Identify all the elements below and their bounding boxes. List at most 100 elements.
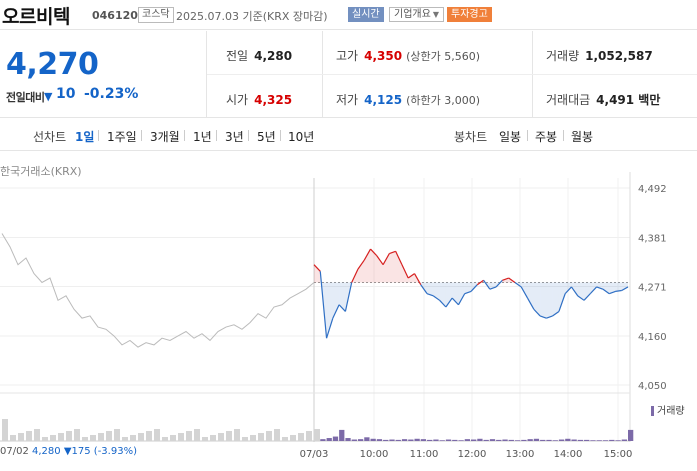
volume-value: 1,052,587 [585,49,653,63]
volume-bar [558,439,565,441]
area-fill [552,282,559,316]
intraday-chart: 한국거래소(KRX) 4,492 4,381 4,271 4,160 4,050 07/… [0,152,697,471]
volume-bar [546,439,552,441]
price-line-segment [558,293,566,312]
volume-bar [514,440,521,441]
tab-10year[interactable]: 10년 [288,130,315,144]
price-line-segment [357,259,365,270]
prev-volume-bar [194,429,200,441]
price-line-segment [589,286,598,295]
price-line-segment [319,271,328,339]
price-line-segment [583,293,591,301]
price-line-segment [332,304,340,319]
tab-1year[interactable]: 1년 [193,130,212,144]
volume-bar [452,439,458,441]
volume-bar [609,439,615,441]
tab-3year[interactable]: 3년 [225,130,244,144]
prev-volume-bar [18,433,24,441]
area-fill [577,282,585,301]
price-line-segment [596,286,604,290]
low-value: 4,125 [364,93,403,107]
prev-volume-bar [242,437,248,441]
line-chart-title: 선차트 [33,130,67,144]
corp-info-dropdown[interactable]: 기업개요 ▼ [389,7,444,22]
volume-bar [521,439,527,441]
tab-weekly-candle[interactable]: 주봉 [535,130,558,144]
down-arrow-icon: ▼ [44,90,53,103]
prev-volume-bar [226,431,232,441]
area-fill [615,282,622,292]
area-fill [590,282,597,294]
price-summary: 4,270 전일대비 ▼ 10 -0.23% 전일 4,280 고가 4,350 (상… [0,31,697,118]
volume-bar [326,438,332,441]
price-line-segment [389,250,396,255]
area-fill [326,282,333,339]
tab-1day[interactable]: 1일 [75,130,95,144]
market-badge: 코스닥 [138,7,174,23]
tab-daily-candle[interactable]: 일봉 [499,130,522,144]
price-line-segment [476,279,484,286]
price-line-segment [483,279,491,290]
prev-volume-bar [186,431,192,441]
prev-volume-bar [178,433,184,441]
price-line-segment [407,273,415,279]
price-line-segment [420,284,428,294]
volume-bar [439,440,445,441]
x-tick-label: 12:00 [458,449,487,460]
prev-volume-bar [266,431,272,441]
volume-bar [565,438,571,441]
prev-volume-bar [138,433,144,441]
current-price-box: 4,270 전일대비 ▼ 10 -0.23% [0,31,207,118]
volume-bar [602,440,609,441]
volume-bar [357,439,364,441]
prev-volume-bar [170,435,176,441]
tab-3month[interactable]: 3개월 [150,130,180,144]
prev-volume-bar [146,431,152,441]
volume-bar [533,438,540,441]
price-chart-svg: 4,492 4,381 4,271 4,160 4,050 07/03 10:00 11:0… [0,172,685,460]
prev-volume-bar [218,433,224,441]
data-source: 한국거래소(KRX) [0,165,82,178]
tab-monthly-candle[interactable]: 월봉 [571,130,594,144]
x-tick-label: 11:00 [410,449,439,460]
volume-bar [590,440,596,441]
volume-bar [628,429,634,441]
open-price: 시가 4,325 [226,91,292,108]
price-line-segment [457,293,466,306]
price-line-segment [570,286,579,297]
tab-5year[interactable]: 5년 [257,130,276,144]
prev-volume-bar [298,433,304,441]
price-line-segment [439,299,447,308]
price-line-segment [552,310,560,317]
area-fill [621,282,628,291]
volume-bar [414,438,420,441]
prev-volume-bar [98,433,104,441]
price-line-segment [376,255,384,266]
volume-bar [320,439,326,441]
volume-bar [489,439,496,441]
realtime-button[interactable]: 실시간 [348,7,384,22]
change-percent: -0.23% [84,86,139,102]
prev-close: 전일 4,280 [226,47,292,64]
base-date: 2025.07.03 기준(KRX 장마감) [176,10,328,23]
area-fill [339,282,346,312]
price-line-segment [313,264,321,272]
volume-bar [502,439,508,441]
prev-volume-bar [234,429,240,441]
open-value: 4,325 [254,93,293,107]
change-label: 전일대비 [6,91,45,104]
area-fill [332,282,340,319]
volume-bar [420,439,427,441]
candle-chart-title: 봉차트 [454,130,488,144]
price-line-segment [470,284,478,292]
tab-1week[interactable]: 1주일 [107,130,137,144]
prev-volume-bar [58,433,64,441]
area-fill [527,282,534,310]
area-fill [370,249,377,283]
price-line-segment [546,315,553,319]
volume-bar [345,438,351,441]
area-fill [445,282,453,308]
price-line-segment [325,317,334,339]
prev-volume-bar [42,437,48,441]
prev-volume-bar [74,429,80,441]
